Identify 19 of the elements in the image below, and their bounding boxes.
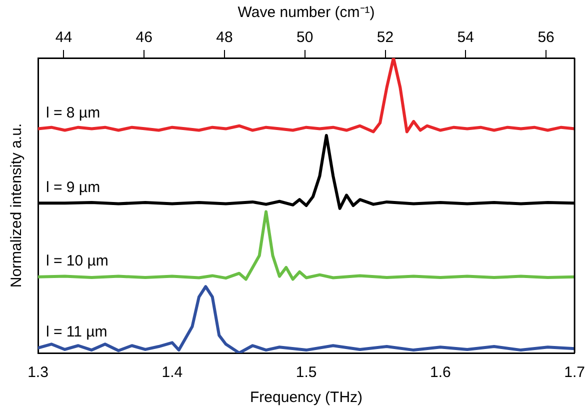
x-axis-title: Frequency (THz) — [250, 389, 363, 406]
series-label: l = 10 µm — [46, 252, 108, 270]
series-label: l = 11 µm — [46, 324, 108, 341]
series-label: l = 9 µm — [46, 178, 100, 196]
y-axis-title: Normalized intensity a.u. — [8, 123, 26, 288]
x2-tick-label: 54 — [457, 29, 474, 46]
x2-tick-label: 52 — [376, 29, 394, 46]
x2-tick-label: 46 — [136, 29, 152, 46]
x-tick-label: 1.4 — [162, 364, 183, 382]
x2-tick-label: 50 — [296, 29, 314, 46]
x-tick-label: 1.3 — [28, 364, 48, 382]
x2-tick-label: 56 — [538, 29, 554, 46]
x2-axis-title: Wave number (cm⁻¹) — [238, 4, 375, 22]
x-tick-label: 1.5 — [296, 364, 317, 382]
x2-tick-label: 48 — [216, 29, 233, 46]
x2-tick-label: 44 — [55, 29, 72, 46]
series-label: l = 8 µm — [46, 104, 100, 122]
x-tick-label: 1.6 — [430, 364, 451, 382]
x-tick-label: 1.7 — [564, 364, 586, 382]
